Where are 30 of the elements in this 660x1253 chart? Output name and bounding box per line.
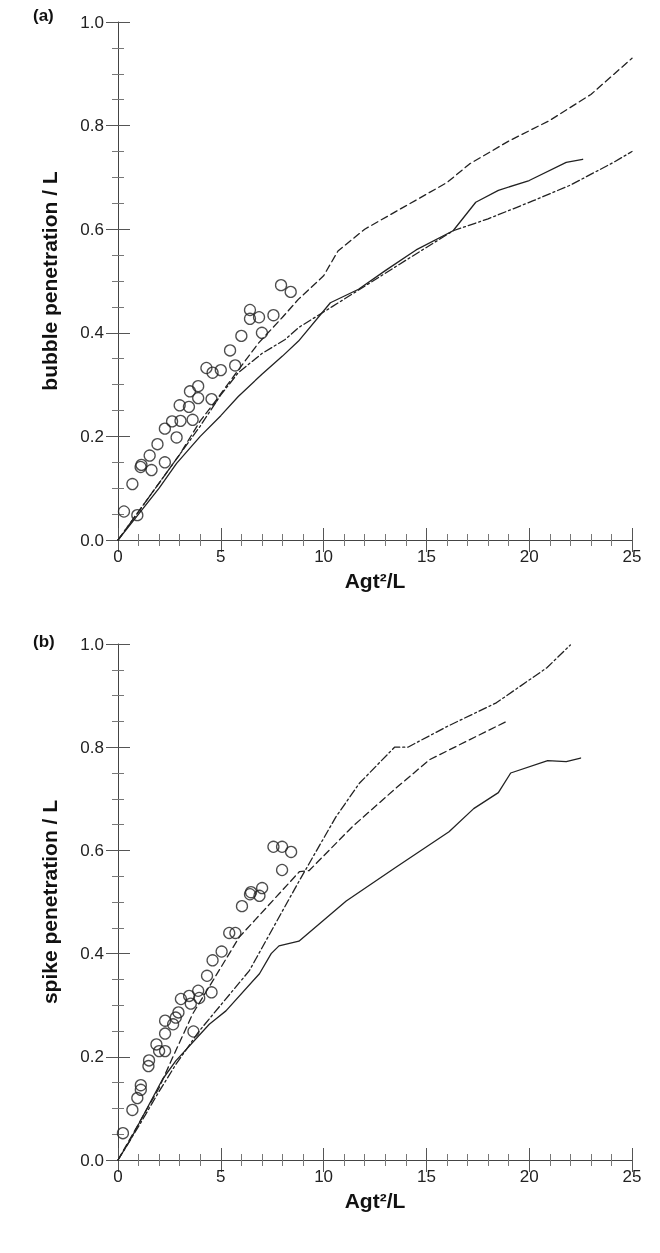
- y-axis-title: bubble penetration / L: [38, 171, 61, 391]
- y-axis-title: spike penetration / L: [38, 799, 61, 1005]
- y-tick-label: 0.6: [80, 840, 104, 860]
- y-tick-label: 0.0: [80, 530, 104, 550]
- y-tick-label: 0.8: [80, 116, 104, 136]
- x-tick-label: 20: [519, 1167, 539, 1186]
- x-tick-label: 0: [113, 1167, 123, 1186]
- y-tick-label: 0.4: [80, 944, 104, 964]
- chart-title: (b): [33, 632, 55, 651]
- x-tick-label: 15: [416, 1167, 436, 1186]
- x-axis-title: Agt²/L: [344, 569, 406, 592]
- y-tick-label: 0.2: [80, 1047, 104, 1067]
- y-tick-label: 1.0: [80, 634, 104, 654]
- y-tick-label: 1.0: [80, 12, 104, 32]
- x-tick-label: 25: [622, 547, 642, 566]
- y-tick-label: 0.4: [80, 323, 104, 343]
- x-tick-label: 20: [519, 547, 539, 566]
- y-tick-label: 0.0: [80, 1150, 104, 1170]
- y-tick-label: 0.8: [80, 737, 104, 757]
- x-tick-label: 10: [314, 547, 334, 566]
- x-tick-label: 5: [216, 1167, 226, 1186]
- x-tick-label: 25: [622, 1167, 642, 1186]
- x-tick-label: 5: [216, 547, 226, 566]
- chart-title: (a): [33, 6, 54, 25]
- x-tick-label: 0: [113, 547, 123, 566]
- y-tick-label: 0.2: [80, 426, 104, 446]
- x-tick-label: 10: [314, 1167, 334, 1186]
- x-tick-label: 15: [416, 547, 436, 566]
- x-axis-title: Agt²/L: [344, 1189, 406, 1212]
- y-tick-label: 0.6: [80, 219, 104, 239]
